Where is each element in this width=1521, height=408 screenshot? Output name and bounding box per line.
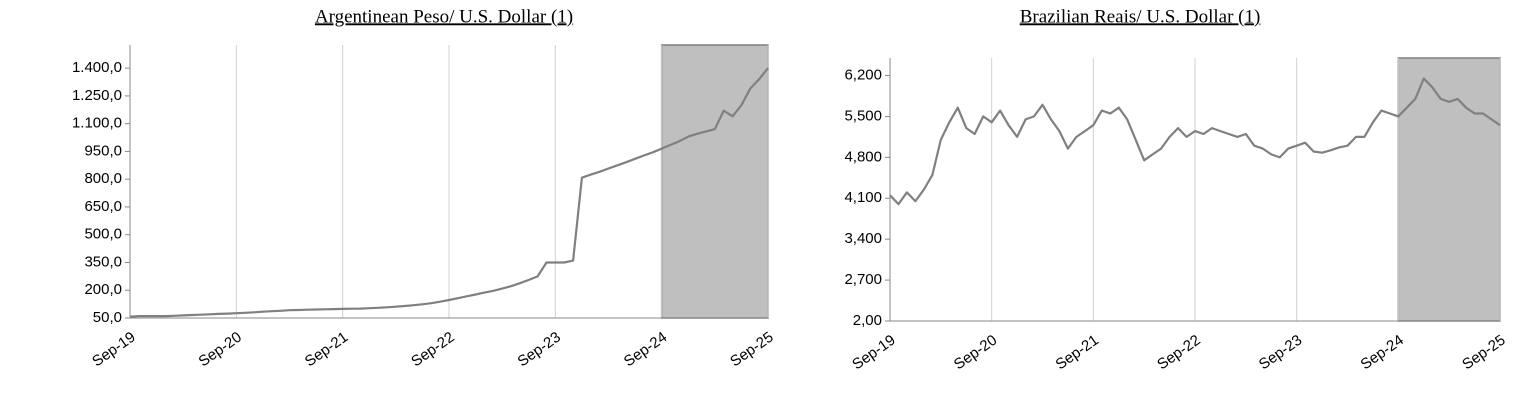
- y-tick-label: 6,200: [844, 67, 882, 84]
- x-tick-label: Sep-22: [1154, 332, 1203, 374]
- x-tick-label: Sep-24: [1358, 332, 1407, 374]
- x-tick-label: Sep-23: [515, 329, 564, 371]
- y-tick-label: 2,00: [853, 312, 882, 329]
- y-tick-label: 50,0: [93, 309, 122, 326]
- x-tick-label: Sep-24: [621, 329, 670, 371]
- data-line: [129, 67, 769, 318]
- y-tick-label: 650,0: [84, 198, 122, 215]
- data-line: [889, 77, 1501, 206]
- shaded-region: [1397, 57, 1501, 322]
- y-tick-label: 500,0: [84, 226, 122, 243]
- y-tick-label: 2,700: [844, 271, 882, 288]
- y-tick-label: 3,400: [844, 230, 882, 247]
- y-tick-label: 1.250,0: [72, 87, 122, 104]
- y-tick-label: 200,0: [84, 281, 122, 298]
- y-tick-label: 350,0: [84, 253, 122, 270]
- y-tick-label: 1.100,0: [72, 115, 122, 132]
- x-tick-label: Sep-21: [1053, 332, 1102, 374]
- y-tick-label: 950,0: [84, 142, 122, 159]
- y-tick-label: 4,100: [844, 189, 882, 206]
- y-tick-label: 800,0: [84, 170, 122, 187]
- x-tick-label: Sep-25: [1459, 332, 1508, 374]
- x-tick-label: Sep-21: [302, 329, 351, 371]
- chart-title: Argentinean Peso/ U.S. Dollar (1): [315, 6, 573, 27]
- x-tick-label: Sep-25: [727, 329, 776, 371]
- y-tick-label: 5,500: [844, 107, 882, 124]
- x-tick-label: Sep-19: [89, 329, 138, 371]
- x-tick-label: Sep-22: [408, 329, 457, 371]
- x-tick-label: Sep-23: [1256, 332, 1305, 374]
- y-tick-label: 4,800: [844, 148, 882, 165]
- x-tick-label: Sep-20: [196, 329, 245, 371]
- x-tick-label: Sep-20: [951, 332, 1000, 374]
- chart-title: Brazilian Reais/ U.S. Dollar (1): [1020, 6, 1261, 27]
- y-tick-label: 1.400,0: [72, 59, 122, 76]
- x-tick-label: Sep-19: [849, 332, 898, 374]
